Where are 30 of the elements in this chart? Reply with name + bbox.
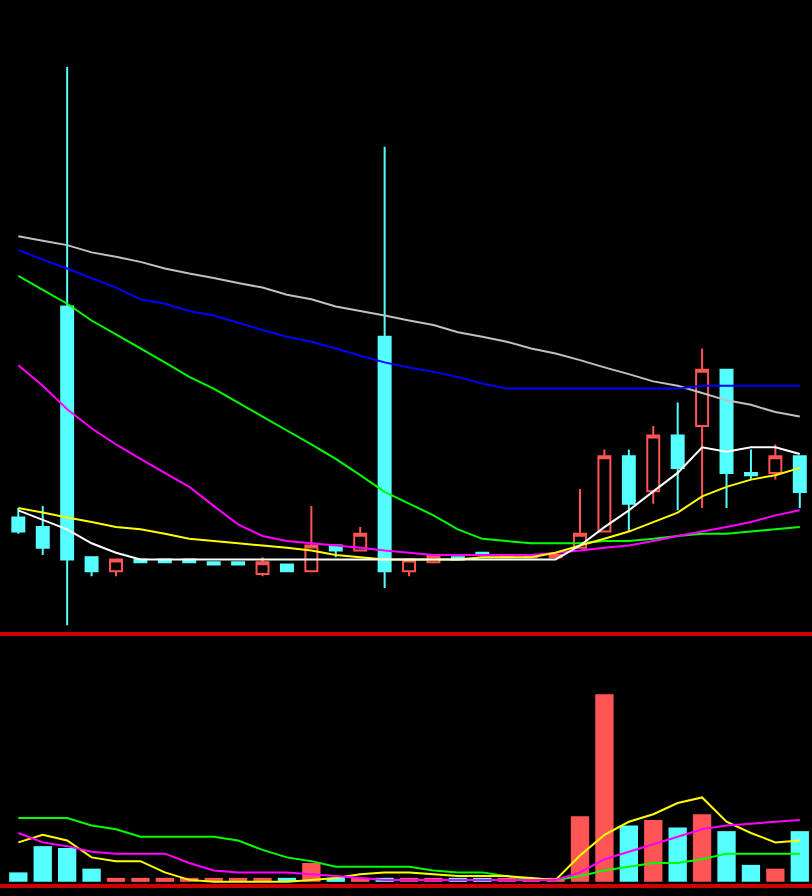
candlestick: [646, 425, 661, 505]
bar: [692, 814, 712, 882]
candlestick: [670, 401, 685, 512]
bar: [9, 872, 28, 882]
bar: [644, 819, 663, 882]
bar: [619, 825, 638, 882]
bar: [595, 694, 614, 882]
candlestick: [109, 558, 123, 578]
candlestick: [84, 556, 99, 578]
candlestick: [35, 504, 50, 556]
bar: [766, 868, 785, 882]
candlestick: [597, 448, 612, 533]
candlestick: [377, 145, 392, 589]
candlestick: [792, 455, 807, 510]
candlestick: [719, 368, 734, 510]
bar: [82, 868, 101, 882]
bar: [790, 831, 809, 882]
bar: [33, 846, 52, 882]
candlestick: [621, 448, 636, 533]
candlestick: [743, 448, 758, 481]
candlestick: [60, 66, 75, 627]
bar: [668, 827, 687, 882]
bar: [58, 848, 77, 882]
candlestick: [353, 526, 368, 552]
bar: [741, 864, 761, 882]
bar: [717, 831, 736, 882]
candlestick: [255, 556, 270, 578]
candlestick: [768, 443, 783, 481]
candlestick: [11, 507, 26, 535]
candlestick: [695, 347, 710, 510]
